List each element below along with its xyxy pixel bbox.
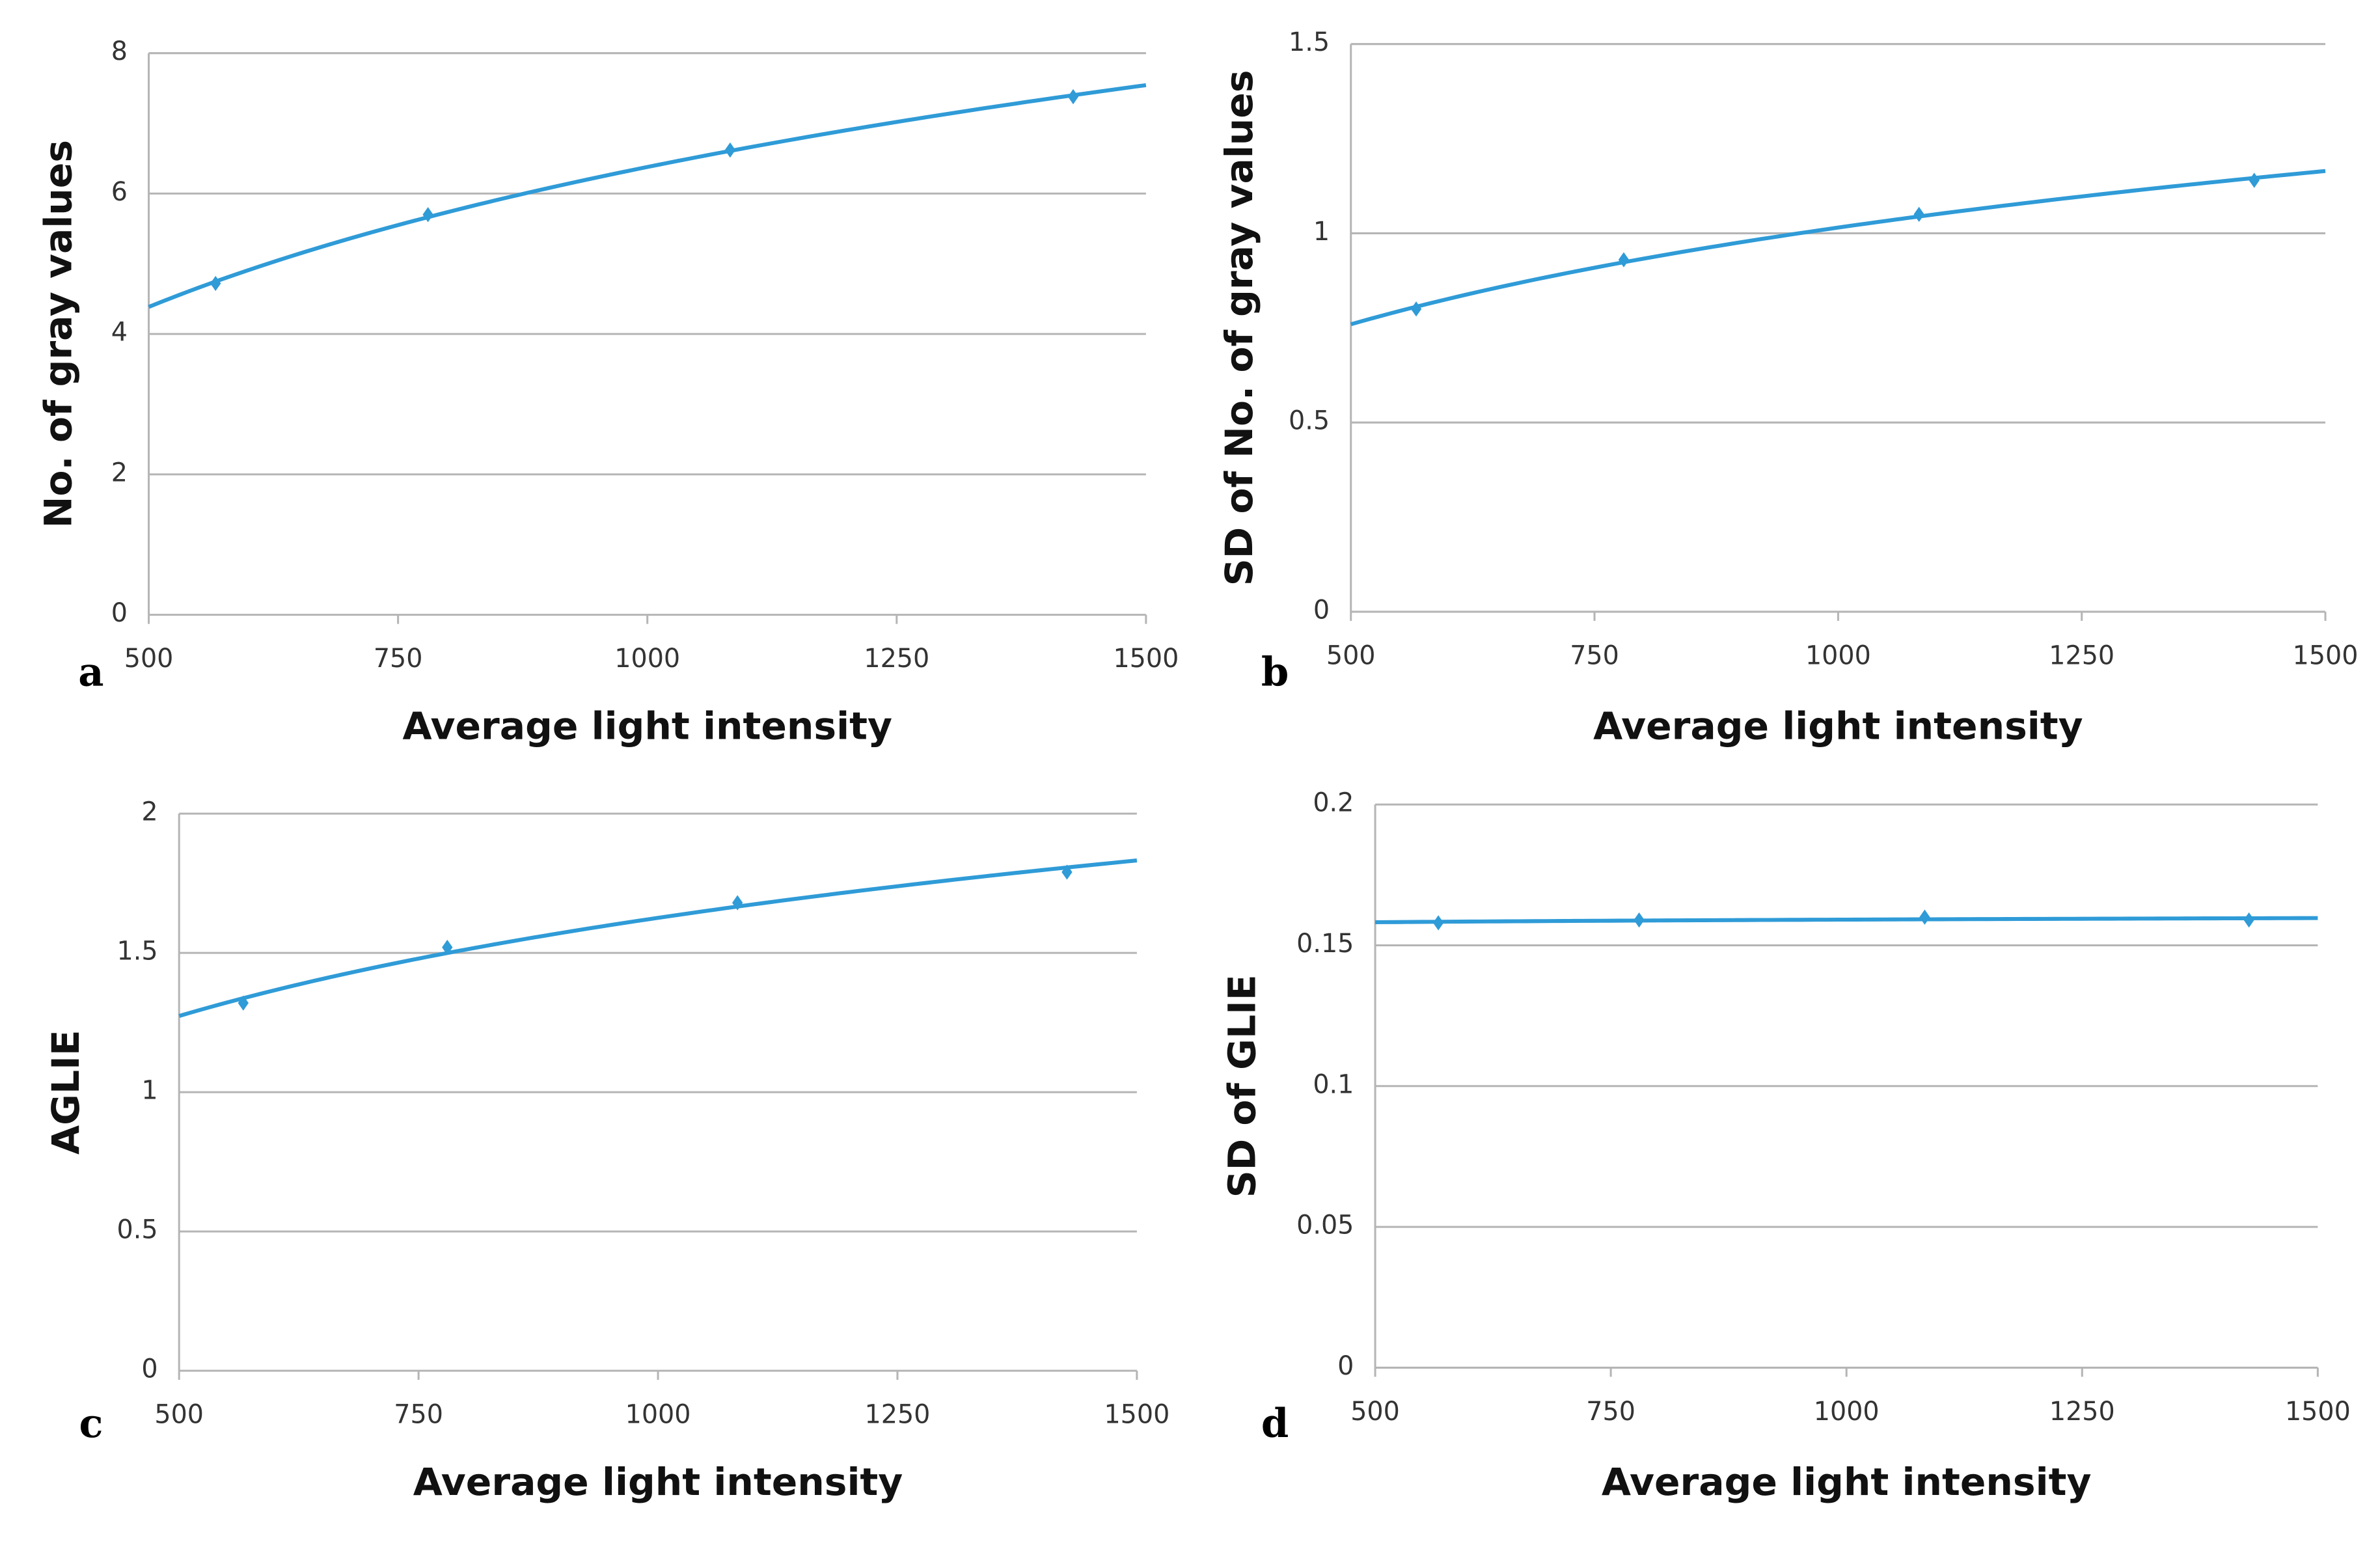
trendline xyxy=(1375,916,2318,925)
data-point xyxy=(1410,301,1422,317)
x-tick-label: 1500 xyxy=(2285,1397,2351,1427)
x-axis-label: Average light intensity xyxy=(1602,1460,2092,1504)
data-point xyxy=(724,142,736,158)
y-axis-label: No. of gray values xyxy=(36,140,80,528)
panel: 0 0.5 1 1.5 2 500 750 1000 1250 1500 c Average ligh… xyxy=(44,797,1169,1504)
data-point xyxy=(1919,909,1930,925)
x-axis-label: Average light intensity xyxy=(402,704,892,748)
data-point xyxy=(1067,89,1079,105)
x-tick-label: 1500 xyxy=(2293,640,2359,670)
y-tick-label: 1 xyxy=(1313,217,1330,247)
x-tick-label: 500 xyxy=(154,1400,204,1430)
x-tick-label: 1000 xyxy=(614,644,680,674)
panel-label: c xyxy=(79,1401,103,1447)
x-tick-label: 500 xyxy=(1326,640,1376,670)
trendline xyxy=(1350,169,2326,327)
data-point xyxy=(2243,912,2254,928)
panel: 0 2 4 6 8 500 750 1000 1250 1500 a Average light in… xyxy=(36,36,1179,748)
data-point xyxy=(238,995,249,1011)
data-point xyxy=(422,207,433,223)
data-point xyxy=(1634,912,1645,928)
y-tick-label: 1.5 xyxy=(117,937,158,966)
data-point xyxy=(2249,172,2260,188)
data-point xyxy=(732,895,743,911)
x-tick-label: 1250 xyxy=(2049,640,2114,670)
data-point xyxy=(210,275,221,292)
y-tick-label: 6 xyxy=(111,177,128,207)
x-tick-label: 1000 xyxy=(625,1400,691,1430)
data-point xyxy=(1618,252,1630,267)
x-tick-label: 1500 xyxy=(1104,1400,1169,1430)
x-tick-label: 750 xyxy=(1586,1397,1635,1427)
x-tick-label: 500 xyxy=(124,644,174,674)
panel: 0 0.05 0.1 0.15 0.2 500 750 1000 1250 1500 d Averag… xyxy=(1220,788,2351,1504)
x-axis-label: Average light intensity xyxy=(413,1460,903,1504)
x-tick-label: 1000 xyxy=(1805,640,1871,670)
y-tick-label: 0.05 xyxy=(1296,1211,1354,1240)
x-tick-label: 1250 xyxy=(2049,1397,2115,1427)
panel-label: d xyxy=(1261,1401,1289,1447)
y-tick-label: 4 xyxy=(111,318,128,348)
x-axis-label: Average light intensity xyxy=(1593,704,2083,748)
x-tick-label: 1250 xyxy=(865,1400,931,1430)
data-point xyxy=(442,939,453,955)
y-tick-label: 2 xyxy=(111,458,128,487)
y-axis-label: SD of GLIE xyxy=(1220,974,1265,1198)
x-tick-label: 1000 xyxy=(1814,1397,1880,1427)
y-tick-label: 1 xyxy=(141,1076,157,1106)
panel-label: a xyxy=(78,649,103,695)
y-tick-label: 0 xyxy=(1337,1351,1354,1381)
y-tick-label: 0.15 xyxy=(1296,929,1354,959)
x-tick-label: 750 xyxy=(374,644,423,674)
x-tick-label: 500 xyxy=(1350,1397,1400,1427)
trendline xyxy=(148,83,1147,309)
y-tick-label: 1.5 xyxy=(1289,27,1330,57)
y-tick-label: 0 xyxy=(141,1354,157,1384)
y-tick-label: 0 xyxy=(111,598,128,628)
y-tick-label: 0.5 xyxy=(117,1215,158,1245)
panel-label: b xyxy=(1261,649,1289,695)
trendline xyxy=(178,858,1138,1018)
y-tick-label: 2 xyxy=(141,797,157,827)
y-tick-label: 0 xyxy=(1313,595,1330,625)
y-tick-label: 0.2 xyxy=(1313,788,1354,818)
panel: 0 0.5 1 1.5 500 750 1000 1250 1500 b Average light… xyxy=(1217,27,2359,748)
y-tick-label: 8 xyxy=(111,36,128,66)
y-tick-label: 0.5 xyxy=(1289,406,1330,436)
x-tick-label: 750 xyxy=(1570,640,1619,670)
x-tick-label: 750 xyxy=(394,1400,443,1430)
x-tick-label: 1250 xyxy=(864,644,929,674)
y-tick-label: 0.1 xyxy=(1313,1069,1354,1099)
y-axis-label: AGLIE xyxy=(44,1030,88,1155)
data-point xyxy=(1913,206,1924,223)
x-tick-label: 1500 xyxy=(1113,644,1179,674)
y-axis-label: SD of No. of gray values xyxy=(1217,70,1261,586)
data-point xyxy=(1432,915,1444,931)
